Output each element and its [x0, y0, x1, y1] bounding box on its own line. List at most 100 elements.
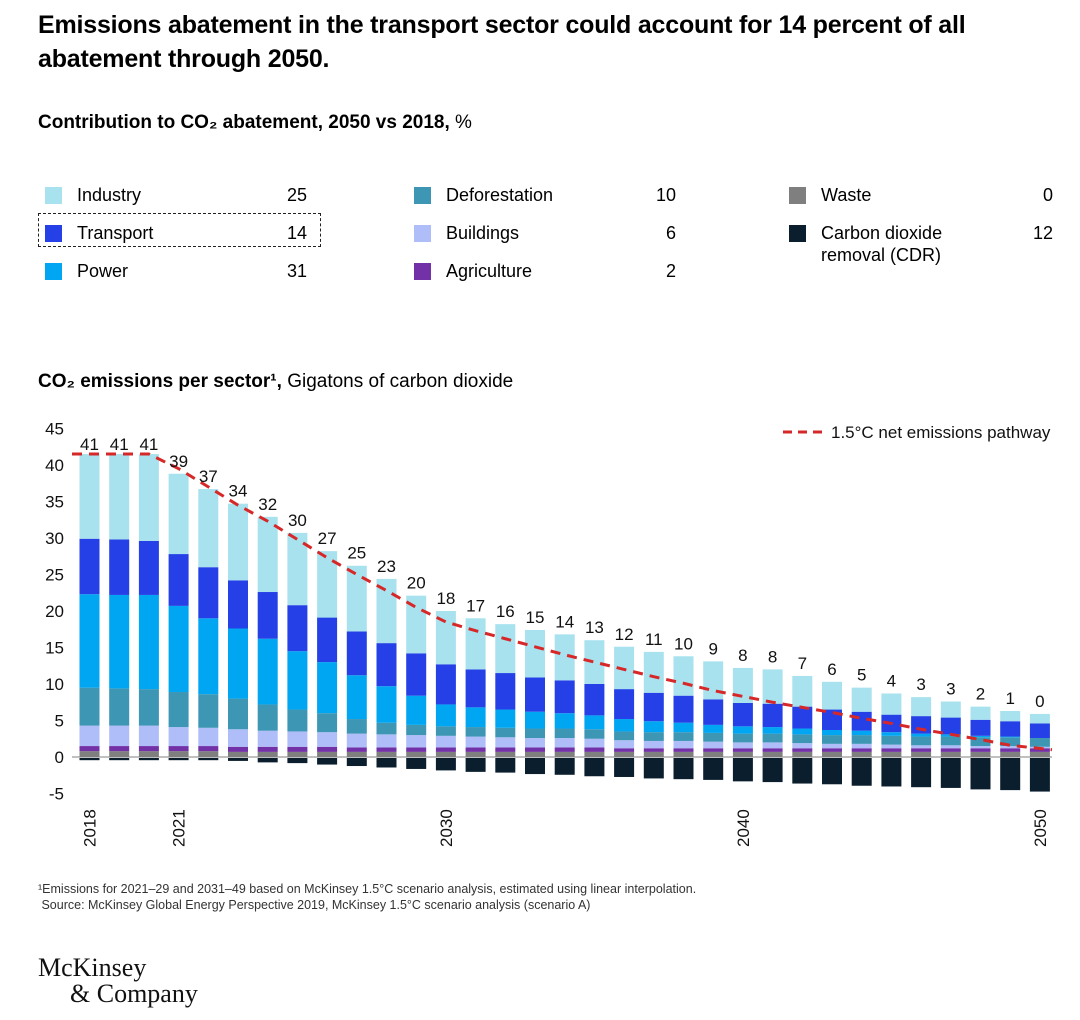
- bar-segment-transport: [406, 653, 427, 696]
- bar-segment-transport: [317, 617, 338, 663]
- bar-segment-industry: [435, 611, 456, 665]
- legend-value: 31: [286, 261, 307, 281]
- bar-segment-waste: [406, 751, 427, 757]
- legend-swatch-buildings: [414, 225, 431, 242]
- legend-cdr: Carbon dioxide removal (CDR) 12: [789, 222, 1059, 272]
- bar-segment-buildings: [287, 731, 308, 747]
- chart-subtitle-bold: CO₂ emissions per sector¹,: [38, 371, 282, 392]
- legend-value: 25: [286, 185, 307, 205]
- bar-segment-deforestation: [851, 735, 872, 744]
- bar-segment-agriculture: [970, 748, 991, 752]
- bar-segment-industry: [376, 578, 397, 644]
- y-tick-label: 20: [45, 602, 64, 621]
- bar-segment-deforestation: [495, 727, 516, 738]
- bar-segment-buildings: [346, 733, 367, 748]
- legend-deforestation: Deforestation 10: [414, 184, 684, 208]
- bar-segment-transport: [732, 702, 753, 727]
- bar-segment-transport: [792, 706, 813, 729]
- bar-segment-power: [287, 651, 308, 710]
- bar-segment-waste: [198, 751, 219, 757]
- bar-segment-industry: [525, 629, 545, 678]
- bar-segment-deforestation: [198, 694, 219, 728]
- bar-segment-deforestation: [762, 733, 783, 743]
- legend-buildings: Buildings 6: [414, 222, 684, 246]
- legend-swatch-agriculture: [414, 263, 431, 280]
- bar-segment-deforestation: [911, 736, 932, 746]
- bar-segment-agriculture: [525, 747, 545, 752]
- bar-total-label: 34: [229, 482, 248, 501]
- bar-segment-cdr: [673, 758, 694, 780]
- bar-total-label: 20: [407, 574, 426, 593]
- bar-segment-agriculture: [732, 748, 753, 752]
- bar-segment-waste: [525, 751, 545, 757]
- bar-segment-deforestation: [584, 729, 605, 739]
- bar-segment-buildings: [822, 743, 842, 749]
- bar-segment-buildings: [198, 727, 219, 747]
- bar-segment-waste: [317, 751, 338, 757]
- bar-total-label: 41: [110, 435, 129, 454]
- bar-segment-transport: [435, 664, 456, 705]
- bar-segment-transport: [346, 631, 367, 676]
- y-tick-label: 40: [45, 456, 64, 475]
- abatement-subtitle: Contribution to CO₂ abatement, 2050 vs 2…: [38, 112, 472, 134]
- bar-segment-transport: [643, 692, 664, 722]
- bar-segment-deforestation: [643, 732, 664, 741]
- logo-line-1: McKinsey: [38, 953, 147, 982]
- bar-total-label: 41: [139, 435, 158, 454]
- bar-segment-waste: [287, 751, 308, 757]
- bar-segment-waste: [79, 751, 100, 757]
- bar-segment-buildings: [881, 744, 902, 749]
- bar-segment-waste: [911, 751, 932, 757]
- bar-segment-power: [792, 728, 813, 735]
- bar-segment-waste: [732, 751, 753, 757]
- x-tick-label: 2030: [437, 809, 456, 847]
- bar-segment-agriculture: [643, 748, 664, 752]
- bar-segment-transport: [1029, 723, 1050, 739]
- bar-segment-transport: [257, 592, 278, 639]
- bar-segment-cdr: [435, 758, 456, 771]
- bar-segment-buildings: [317, 732, 338, 747]
- bar-segment-deforestation: [317, 713, 338, 733]
- bar-total-label: 2: [976, 685, 985, 704]
- bar-segment-industry: [495, 624, 516, 674]
- footnote: ¹Emissions for 2021–29 and 2031–49 based…: [38, 881, 696, 913]
- legend-label: Agriculture: [446, 261, 533, 281]
- bar-segment-buildings: [911, 745, 932, 749]
- legend-value: 14: [286, 223, 307, 243]
- legend-label: Deforestation: [446, 185, 554, 205]
- bar-segment-buildings: [168, 727, 189, 747]
- bar-segment-waste: [495, 751, 516, 757]
- bar-segment-cdr: [168, 758, 189, 761]
- x-tick-label: 2018: [81, 809, 100, 847]
- bar-segment-buildings: [762, 742, 783, 749]
- bar-segment-agriculture: [554, 747, 575, 752]
- bar-segment-buildings: [406, 735, 427, 748]
- bar-segment-deforestation: [881, 735, 902, 745]
- abatement-subtitle-bold: Contribution to CO₂ abatement, 2050 vs 2…: [38, 112, 450, 133]
- bar-segment-agriculture: [584, 747, 605, 752]
- bar-segment-industry: [465, 618, 486, 670]
- bar-total-label: 8: [768, 647, 777, 666]
- bar-segment-waste: [762, 751, 783, 757]
- bar-segment-buildings: [703, 741, 724, 749]
- legend-agriculture: Agriculture 2: [414, 260, 684, 284]
- bar-segment-agriculture: [406, 747, 427, 752]
- legend-label: Transport: [77, 223, 154, 243]
- legend-waste: Waste 0: [789, 184, 1059, 208]
- bar-segment-waste: [1029, 751, 1050, 757]
- bar-segment-transport: [228, 580, 248, 629]
- bar-segment-waste: [673, 751, 694, 757]
- bar-segment-buildings: [495, 737, 516, 748]
- bar-segment-buildings: [228, 729, 248, 747]
- bar-segment-power: [376, 686, 397, 723]
- bar-segment-power: [525, 711, 545, 729]
- bar-segment-waste: [822, 751, 842, 757]
- bar-total-label: 9: [708, 639, 717, 658]
- bar-total-label: 11: [645, 630, 663, 649]
- bar-segment-power: [495, 709, 516, 728]
- bar-total-label: 16: [496, 602, 515, 621]
- bar-segment-deforestation: [435, 726, 456, 736]
- chart-subtitle-unit: Gigatons of carbon dioxide: [281, 371, 514, 392]
- bar-segment-cdr: [198, 758, 219, 761]
- legend-label: Buildings: [446, 223, 520, 243]
